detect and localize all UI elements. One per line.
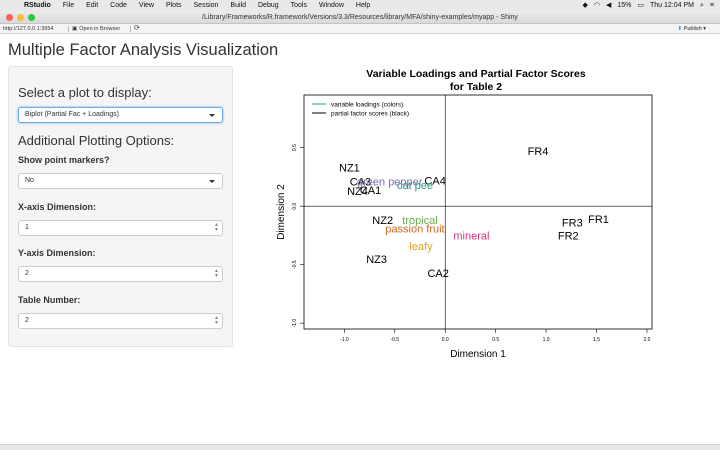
xdim-label: X-axis Dimension:: [18, 202, 97, 212]
page-title: Multiple Factor Analysis Visualization: [8, 41, 279, 59]
chevron-down-icon: ▾: [703, 26, 706, 32]
dropbox-icon[interactable]: ◆: [582, 2, 588, 9]
browser-icon: ▣: [72, 26, 78, 32]
y-tick-label: 0.0: [292, 202, 298, 209]
factor-score-label: CA1: [360, 185, 381, 197]
spinner-icon[interactable]: ▲ ▼: [214, 315, 219, 326]
chart-title-text: Variable Loadings and Partial Factor Sco…: [366, 68, 586, 93]
plot-select-heading: Select a plot to display:: [18, 85, 152, 100]
publish-button[interactable]: ⬆ Publish ▾: [678, 24, 706, 34]
sidebar-panel: Select a plot to display: Biplot (Partia…: [8, 66, 233, 347]
variable-loading-label: mineral: [453, 230, 489, 242]
chevron-down-icon: [209, 180, 215, 183]
x-tick-label: 0.0: [442, 337, 449, 343]
xdim-input[interactable]: 1 ▲ ▼: [18, 220, 223, 236]
plot-type-select[interactable]: Biplot (Partial Fac + Loadings): [18, 107, 223, 123]
factor-score-label: FR4: [528, 146, 549, 158]
y-axis-label: Dimension 2: [276, 184, 287, 240]
chevron-down-icon: [209, 114, 215, 117]
plot-frame: [303, 94, 653, 330]
x-axis-label: Dimension 1: [450, 349, 506, 360]
table-number-label: Table Number:: [18, 295, 81, 305]
menu-file[interactable]: File: [62, 2, 75, 9]
factor-score-label: NZ2: [372, 215, 393, 227]
ydim-label: Y-axis Dimension:: [18, 248, 96, 258]
viewer-toolbar: http://127.0.0.1:3954 ▣ Open in Browser …: [0, 24, 720, 34]
search-icon[interactable]: ⌕: [699, 2, 704, 9]
close-window-button[interactable]: [6, 14, 13, 21]
markers-select-value: No: [25, 177, 34, 184]
variable-loading-label: green pepper: [357, 177, 423, 189]
minimize-window-button[interactable]: [17, 14, 24, 21]
clock[interactable]: Thu 12:04 PM: [650, 2, 694, 9]
factor-score-label: CA4: [424, 175, 445, 187]
menu-app-name[interactable]: RStudio: [24, 2, 51, 9]
window-title-bar: /Library/Frameworks/R.framework/Versions…: [0, 11, 720, 24]
spinner-icon[interactable]: ▲ ▼: [214, 268, 219, 279]
ydim-value: 2: [25, 270, 29, 277]
wifi-icon[interactable]: ◠: [593, 2, 600, 9]
table-number-value: 2: [25, 317, 29, 324]
factor-score-label: CA2: [427, 268, 448, 280]
chart-title: Variable Loadings and Partial Factor Sco…: [300, 68, 652, 94]
menu-build[interactable]: Build: [230, 2, 246, 9]
publish-label: Publish: [683, 26, 702, 32]
battery-percent[interactable]: 15%: [617, 2, 632, 9]
table-number-input[interactable]: 2 ▲ ▼: [18, 313, 223, 329]
markers-select[interactable]: No: [18, 173, 223, 189]
toolbar-divider: [68, 26, 69, 32]
menu-view[interactable]: View: [138, 2, 154, 9]
spinner-icon[interactable]: ▲ ▼: [214, 222, 219, 233]
factor-score-label: NZ3: [366, 254, 387, 266]
factor-score-label: FR3: [562, 218, 583, 230]
publish-icon: ⬆: [677, 26, 683, 32]
variable-loading-label: leafy: [409, 241, 433, 253]
legend-entry: partial factor scores (black): [331, 111, 409, 118]
zoom-window-button[interactable]: [28, 14, 35, 21]
url-text: http://127.0.0.1:3954: [3, 26, 54, 32]
menu-bar: RStudio File Edit Code View Plots Sessio…: [0, 0, 720, 11]
variable-loading-label: cat pee: [397, 180, 433, 192]
open-in-browser-button[interactable]: ▣ Open in Browser: [72, 24, 120, 34]
variable-loading-label: tropical: [402, 215, 437, 227]
open-in-browser-label: Open in Browser: [79, 26, 121, 32]
menu-debug[interactable]: Debug: [258, 2, 279, 9]
menu-session[interactable]: Session: [193, 2, 219, 9]
factor-score-label: FR2: [558, 230, 579, 242]
y-tick-label: 0.5: [292, 144, 298, 151]
x-tick-label: 2.0: [643, 337, 650, 343]
battery-icon[interactable]: ▭: [637, 2, 645, 9]
ydim-input[interactable]: 2 ▲ ▼: [18, 266, 223, 282]
factor-score-label: NZ1: [339, 163, 360, 175]
factor-score-label: CA3: [350, 177, 371, 189]
x-tick-label: 1.5: [593, 337, 600, 343]
y-tick-label: -0.5: [292, 260, 298, 269]
factor-score-label: FR1: [588, 214, 609, 226]
y-tick-label: -1.0: [292, 319, 298, 328]
menu-edit[interactable]: Edit: [86, 2, 99, 9]
x-tick-label: 1.0: [543, 337, 550, 343]
console-strip: [0, 444, 720, 450]
menu-window[interactable]: Window: [318, 2, 344, 9]
window-title: /Library/Frameworks/R.framework/Versions…: [202, 14, 518, 21]
markers-label: Show point markers?: [18, 155, 110, 165]
factor-score-label: NZ4: [347, 186, 368, 198]
refresh-icon[interactable]: ⟳: [134, 25, 140, 32]
menu-tools[interactable]: Tools: [290, 2, 307, 9]
menu-code[interactable]: Code: [110, 2, 127, 9]
menu-plots[interactable]: Plots: [165, 2, 182, 9]
menu-help[interactable]: Help: [355, 2, 371, 9]
menu-list-icon[interactable]: ≡: [709, 2, 714, 9]
plot-type-select-value: Biplot (Partial Fac + Loadings): [25, 111, 119, 118]
variable-loading-label: passion fruit: [385, 223, 444, 235]
x-tick-label: -0.5: [390, 337, 399, 343]
x-tick-label: -1.0: [340, 337, 349, 343]
volume-icon[interactable]: ◀: [605, 2, 612, 9]
x-tick-label: 0.5: [492, 337, 499, 343]
legend-entry: variable loadings (colors): [331, 102, 403, 109]
xdim-value: 1: [25, 224, 29, 231]
toolbar-divider: [130, 26, 131, 32]
options-heading: Additional Plotting Options:: [18, 133, 175, 148]
